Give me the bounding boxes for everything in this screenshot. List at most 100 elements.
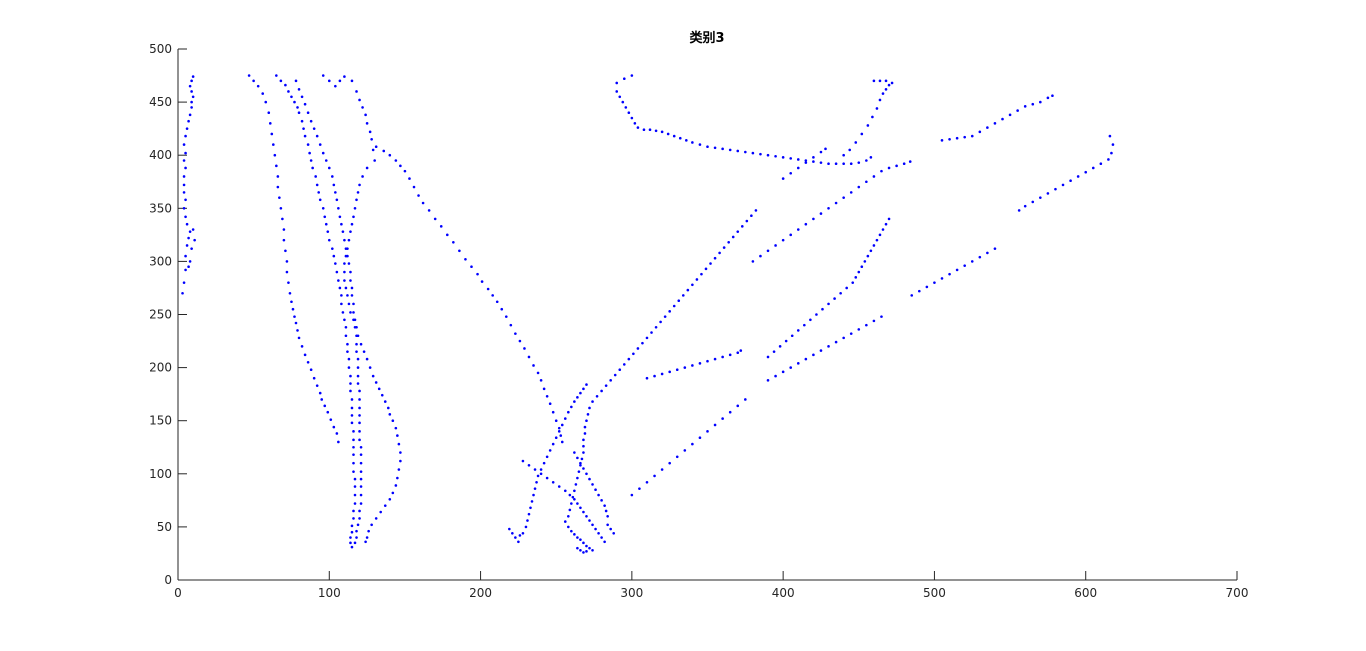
scatter-point [187, 265, 190, 269]
scatter-points [181, 74, 1115, 554]
scatter-point [986, 126, 989, 129]
scatter-point [329, 418, 333, 421]
scatter-point [332, 183, 336, 187]
scatter-point [645, 480, 649, 484]
scatter-point [887, 166, 891, 170]
scatter-point [695, 278, 699, 281]
scatter-point [728, 353, 732, 357]
scatter-point [986, 251, 989, 255]
scatter-point [191, 228, 195, 231]
scatter-point [190, 100, 193, 104]
scatter-point [638, 487, 641, 490]
scatter-point [358, 398, 361, 401]
scatter-point [188, 84, 192, 88]
scatter-point [350, 414, 354, 417]
chart-title: 类别3 [689, 30, 724, 46]
scatter-point [355, 198, 358, 202]
scatter-point [557, 485, 561, 488]
scatter-point [902, 162, 906, 165]
scatter-point [910, 294, 914, 297]
scatter-point [955, 268, 959, 272]
scatter-point [784, 339, 788, 343]
scatter-point [433, 217, 437, 221]
scatter-point [579, 538, 582, 541]
scatter-point [683, 366, 687, 369]
scatter-point [545, 476, 549, 480]
scatter-point [563, 417, 567, 420]
scatter-point [352, 461, 355, 465]
scatter-point [772, 350, 776, 353]
scatter-point [346, 247, 349, 250]
scatter-point [349, 311, 352, 314]
scatter-point [368, 366, 372, 369]
scatter-point [1054, 187, 1057, 191]
scatter-point [1108, 134, 1112, 138]
scatter-point [796, 228, 800, 231]
y-tick-label: 200 [149, 361, 172, 375]
scatter-point [185, 127, 189, 130]
scatter-point [878, 98, 882, 102]
scatter-point [548, 449, 552, 452]
scatter-point [309, 368, 313, 372]
scatter-point [704, 267, 708, 271]
scatter-point [691, 442, 694, 446]
scatter-point [182, 143, 186, 146]
scatter-point [327, 79, 331, 83]
scatter-point [583, 425, 587, 429]
scatter-point [533, 468, 537, 471]
scatter-point [582, 510, 585, 514]
scatter-point [464, 257, 467, 261]
scatter-point [530, 500, 534, 503]
scatter-point [388, 153, 392, 157]
scatter-point [391, 491, 395, 495]
scatter-point [182, 159, 186, 162]
scatter-point [182, 281, 186, 284]
scatter-point [326, 230, 330, 233]
scatter-point [300, 119, 304, 123]
scatter-point [884, 222, 888, 226]
scatter-point [302, 127, 305, 130]
scatter-point [781, 177, 785, 180]
scatter-point [545, 394, 549, 398]
scatter-point [551, 480, 555, 484]
scatter-point [579, 391, 582, 395]
scatter-point [736, 230, 740, 233]
scatter-point [184, 134, 187, 138]
scatter-point [636, 347, 640, 350]
scatter-point [397, 442, 401, 446]
scatter-point [383, 504, 387, 507]
scatter-point [548, 402, 552, 406]
scatter-point [789, 233, 793, 237]
scatter-point [349, 536, 352, 539]
scatter-point [296, 329, 299, 332]
scatter-point [796, 158, 800, 161]
scatter-point [804, 161, 808, 164]
scatter-point [567, 525, 570, 529]
scatter-point [600, 389, 603, 393]
scatter-point [388, 497, 392, 501]
scatter-point [604, 509, 608, 513]
scatter-point [653, 374, 656, 378]
scatter-point [812, 353, 815, 357]
scatter-point [350, 545, 354, 549]
scatter-point [340, 222, 343, 226]
scatter-point [350, 406, 354, 410]
scatter-point [819, 212, 823, 215]
scatter-point [181, 291, 184, 295]
scatter-point [358, 414, 361, 417]
y-tick-label: 0 [164, 573, 172, 587]
scatter-point [948, 137, 951, 141]
scatter-point [796, 362, 800, 365]
scatter-point [297, 336, 301, 340]
scatter-point [312, 376, 316, 380]
scatter-point [365, 536, 369, 539]
scatter-point [396, 434, 399, 437]
scatter-point [343, 238, 346, 242]
scatter-point [774, 154, 777, 158]
scatter-point [1099, 162, 1103, 165]
scatter-point [834, 340, 838, 344]
scatter-point [371, 148, 375, 152]
scatter-point [338, 286, 342, 290]
scatter-point [869, 249, 873, 253]
scatter-point [361, 175, 364, 178]
